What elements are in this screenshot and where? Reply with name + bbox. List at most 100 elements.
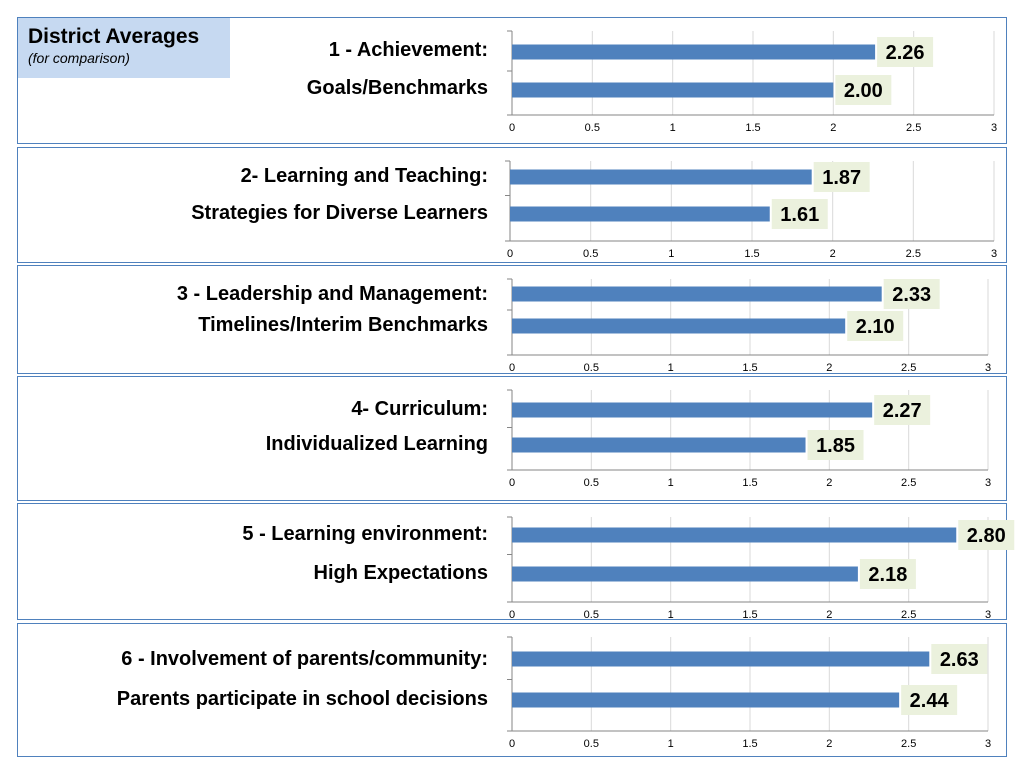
bar [512,566,858,582]
category-label: Parents participate in school decisions [116,688,488,710]
value-label-background [807,430,864,460]
category-label: Goals/Benchmarks [306,77,488,99]
data-label: 2.26 [886,42,925,64]
data-label: 2.44 [910,690,950,712]
x-tick-label: 2 [826,609,832,621]
category-label: High Expectations [313,562,488,584]
bar [510,169,812,185]
x-tick-label: 3 [985,362,991,374]
x-tick-label: 3 [991,122,997,134]
value-label-background [874,395,931,425]
chart-1: 0 0.5 1 1.5 2 2.5 3 2.262.00 [507,30,997,134]
bar [512,318,846,334]
chart-5: 0 0.5 1 1.5 2 2.5 3 2.80 2.18 [507,516,1015,621]
bar [510,206,770,222]
bar [512,82,834,98]
data-label: 2.10 [856,316,895,338]
x-tick-label: 1.5 [744,248,759,260]
category-label: Timelines/Interim Benchmarks [198,314,488,336]
x-tick-label: 1.5 [742,609,757,621]
data-label: 2.00 [844,80,883,102]
value-label-background [958,520,1015,550]
x-tick-label: 0.5 [584,362,599,374]
category-label: 5 - Learning environment: [242,523,488,545]
bar [512,402,873,418]
data-label: 2.63 [940,649,979,671]
category-label: 1 - Achievement: [328,39,488,61]
data-label: 2.27 [883,400,922,422]
x-tick-label: 1 [668,609,674,621]
x-tick-label: 1.5 [742,362,757,374]
x-tick-label: 2 [830,248,836,260]
x-tick-label: 0 [509,122,515,134]
value-label-background [901,685,958,715]
legend-title: District Averages [28,25,200,48]
value-label-background [883,279,940,309]
x-tick-label: 0 [509,362,515,374]
x-tick-label: 2.5 [901,362,916,374]
x-tick-label: 2.5 [901,477,916,489]
x-tick-label: 1.5 [745,122,760,134]
x-tick-label: 2.5 [906,122,921,134]
bar [512,692,900,708]
x-tick-label: 1.5 [742,477,757,489]
x-tick-label: 2 [826,738,832,750]
x-tick-label: 1 [668,738,674,750]
value-label-background [847,311,904,341]
x-tick-label: 0 [507,248,513,260]
x-tick-label: 0 [509,609,515,621]
x-tick-label: 0.5 [583,248,598,260]
category-label: 3 - Leadership and Management: [176,283,488,305]
x-tick-label: 2 [830,122,836,134]
chart-4: 0 0.5 1 1.5 2 2.5 3 2.27 1.85 [507,389,991,489]
value-label-background [771,199,828,229]
data-label: 2.33 [892,284,931,306]
value-label-background [835,75,892,105]
category-label: Individualized Learning [265,433,488,455]
category-label: 2- Learning and Teaching: [240,165,488,187]
x-tick-label: 0.5 [584,738,599,750]
x-tick-label: 0 [509,477,515,489]
x-tick-label: 1 [668,477,674,489]
data-label: 2.18 [868,564,907,586]
bar [512,437,806,453]
data-label: 1.61 [780,204,819,226]
x-tick-label: 2.5 [901,609,916,621]
chart-6: 0 0.5 1 1.5 2 2.5 3 2.63 2.44 [507,636,991,750]
bar [512,527,957,543]
chart-3: 0 0.5 1 1.5 2 2.5 3 2.33 2.10 [507,278,991,374]
x-tick-label: 1.5 [742,738,757,750]
x-tick-label: 0.5 [585,122,600,134]
x-tick-label: 3 [985,609,991,621]
x-tick-label: 2.5 [906,248,921,260]
value-label-background [813,162,870,192]
chart-2: 0 0.5 1 1.5 2 2.5 3 1.871.61 [505,160,997,260]
data-label: 1.85 [816,435,855,457]
bar [512,286,882,302]
x-tick-label: 0 [509,738,515,750]
x-tick-label: 3 [991,248,997,260]
x-tick-label: 1 [668,248,674,260]
category-label: 6 - Involvement of parents/community: [121,648,488,670]
x-tick-label: 0.5 [584,609,599,621]
x-tick-label: 3 [985,477,991,489]
x-tick-label: 1 [670,122,676,134]
data-label: 1.87 [822,167,861,189]
category-label: 4- Curriculum: [351,398,488,420]
x-tick-label: 2 [826,362,832,374]
x-tick-label: 1 [668,362,674,374]
x-tick-label: 2.5 [901,738,916,750]
x-tick-label: 3 [985,738,991,750]
x-tick-label: 0.5 [584,477,599,489]
value-label-background [931,644,988,674]
legend-subtitle: (for comparison) [28,50,130,66]
data-label: 2.80 [967,525,1006,547]
value-label-background [859,559,916,589]
bar [512,651,930,667]
x-tick-label: 2 [826,477,832,489]
bar [512,44,876,60]
value-label-background [877,37,934,67]
district-averages-legend: District Averages (for comparison) [18,18,230,78]
category-label: Strategies for Diverse Learners [191,202,488,224]
